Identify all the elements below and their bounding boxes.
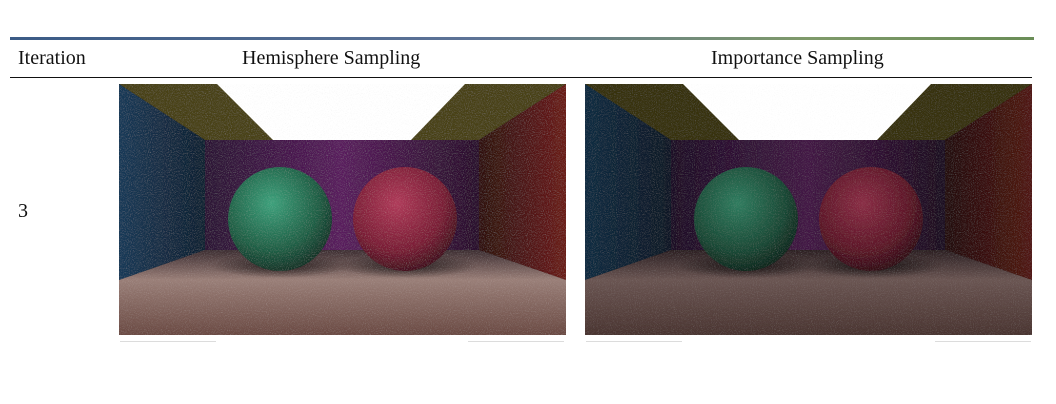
hemisphere-sampling-render: [119, 84, 566, 335]
header-hemisphere-sampling: Hemisphere Sampling: [242, 47, 421, 69]
bottom-mark-left-2: [586, 341, 682, 342]
header-importance-sampling: Importance Sampling: [711, 47, 884, 69]
importance-sampling-render: [585, 84, 1032, 335]
iteration-value: 3: [18, 200, 28, 222]
header-iteration: Iteration: [18, 47, 86, 69]
table-header-row: Iteration Hemisphere Sampling Importance…: [10, 40, 1032, 78]
top-accent-rule: [10, 37, 1034, 40]
bottom-mark-left-1: [120, 341, 216, 342]
bottom-mark-right-1: [468, 341, 564, 342]
bottom-mark-right-2: [935, 341, 1031, 342]
